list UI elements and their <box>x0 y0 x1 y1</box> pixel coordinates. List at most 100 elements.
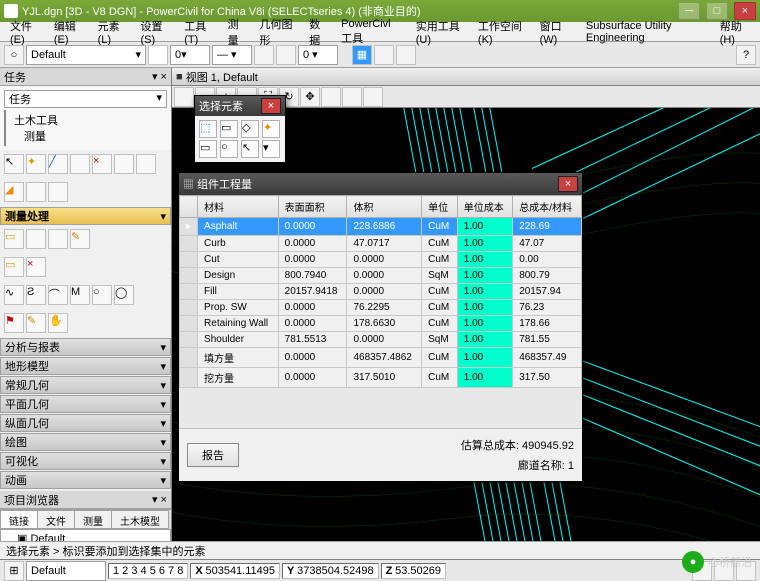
hand-icon[interactable]: ✋ <box>48 313 68 333</box>
table-row[interactable]: Design800.79400.0000SqM1.00800.79 <box>180 268 582 284</box>
tool-j-icon[interactable] <box>48 182 68 202</box>
view-icon[interactable]: ▦ <box>352 45 372 65</box>
section-header[interactable]: 分析与报表▾ <box>0 338 171 356</box>
tool-e-icon[interactable]: × <box>92 154 112 174</box>
menu-item[interactable]: 工作空间(K) <box>472 16 532 48</box>
dialog-titlebar[interactable]: ▦ 组件工程量 × <box>179 173 582 195</box>
selmode-4-icon[interactable]: ✦ <box>262 120 280 138</box>
line-icon[interactable]: ╱ <box>48 154 68 174</box>
grid-icon[interactable] <box>374 45 394 65</box>
menu-item[interactable]: 文件(E) <box>4 16 46 48</box>
menu-item[interactable]: Subsurface Utility Engineering <box>580 18 712 46</box>
tool-i-icon[interactable] <box>26 182 46 202</box>
survey-label[interactable]: 测量 <box>14 128 167 144</box>
quantity-dialog[interactable]: ▦ 组件工程量 × 材料表面面积体积单位单位成本总成本/材料 ▸Asphalt0… <box>178 172 583 482</box>
spline-icon[interactable]: Ƨ <box>26 285 46 305</box>
m-icon[interactable]: M <box>70 285 90 305</box>
section-header[interactable]: 动画▾ <box>0 471 171 489</box>
page-buttons[interactable]: 1 2 3 4 5 6 7 8 <box>108 563 188 579</box>
level-select[interactable]: 0 ▾ <box>298 45 338 65</box>
selmode-6-icon[interactable]: ○ <box>220 140 238 158</box>
project-tab[interactable]: 土木模型 <box>111 510 169 529</box>
tool-f-icon[interactable] <box>114 154 134 174</box>
selmode-7-icon[interactable]: ↖ <box>241 140 259 158</box>
section-header[interactable]: 地形模型▾ <box>0 357 171 375</box>
arc-icon[interactable]: ⌒ <box>48 285 68 305</box>
circle-icon[interactable]: ○ <box>92 285 112 305</box>
edit-icon[interactable]: ✎ <box>70 229 90 249</box>
status-layer-select[interactable]: Default <box>26 561 106 581</box>
tools-civil-label[interactable]: 土木工具 <box>14 112 167 128</box>
table-row[interactable]: Cut0.00000.0000CuM1.000.00 <box>180 252 582 268</box>
selmode-8-icon[interactable]: ▾ <box>262 140 280 158</box>
open-icon[interactable] <box>48 229 68 249</box>
vtool-9-icon[interactable] <box>342 87 362 107</box>
table-row[interactable]: Shoulder781.55130.0000SqM1.00781.55 <box>180 332 582 348</box>
snap-icon[interactable] <box>396 45 416 65</box>
menu-item[interactable]: 设置(S) <box>134 16 176 48</box>
panel-close-icon[interactable]: ▾ × <box>152 70 167 83</box>
tool-b-icon[interactable] <box>276 45 296 65</box>
table-row[interactable]: Fill20157.94180.0000CuM1.0020157.94 <box>180 284 582 300</box>
new-icon[interactable] <box>26 229 46 249</box>
pan-icon[interactable]: ✥ <box>300 87 320 107</box>
point-icon[interactable]: ✦ <box>26 154 46 174</box>
menu-item[interactable]: 元素(L) <box>92 16 133 48</box>
flag-icon[interactable]: ⚑ <box>4 313 24 333</box>
project-tab[interactable]: 文件 <box>37 510 75 529</box>
tool-h-icon[interactable]: ◢ <box>4 182 24 202</box>
section-header[interactable]: 纵面几何▾ <box>0 414 171 432</box>
menu-item[interactable]: 工具(T) <box>178 16 219 48</box>
tool-none-icon[interactable]: ○ <box>4 45 24 65</box>
selmode-2-icon[interactable]: ▭ <box>220 120 238 138</box>
ellipse-icon[interactable]: ◯ <box>114 285 134 305</box>
section-header[interactable]: 平面几何▾ <box>0 395 171 413</box>
doc-icon[interactable]: ▭ <box>4 257 24 277</box>
selmode-3-icon[interactable]: ◇ <box>241 120 259 138</box>
section-header[interactable]: 绘图▾ <box>0 433 171 451</box>
table-cell: 0.0000 <box>278 252 347 268</box>
lineweight-select[interactable]: 0▾ <box>170 45 210 65</box>
report-button[interactable]: 报告 <box>187 443 239 467</box>
menu-item[interactable]: 实用工具(U) <box>410 16 470 48</box>
folder-icon[interactable]: ▭ <box>4 229 24 249</box>
table-row[interactable]: Prop. SW0.000076.2295CuM1.0076.23 <box>180 300 582 316</box>
table-row[interactable]: ▸Asphalt0.0000228.6886CuM1.00228.69 <box>180 218 582 236</box>
help-icon[interactable]: ? <box>736 45 756 65</box>
survey-proc-header[interactable]: 测量处理▾ <box>0 207 171 225</box>
menu-item[interactable]: PowerCivl 工具 <box>335 16 408 48</box>
menu-item[interactable]: 帮助(H) <box>714 16 756 48</box>
menu-item[interactable]: 编辑(E) <box>48 16 90 48</box>
vtool-10-icon[interactable] <box>363 87 383 107</box>
dialog-close-icon[interactable]: × <box>558 176 578 192</box>
snap-mode-icon[interactable]: ⊞ <box>4 561 24 581</box>
tool-a-icon[interactable] <box>254 45 274 65</box>
pencil-icon[interactable]: ✎ <box>26 313 46 333</box>
table-row[interactable]: Curb0.000047.0717CuM1.0047.07 <box>180 236 582 252</box>
project-tab[interactable]: 测量 <box>74 510 112 529</box>
cursor-icon[interactable]: ↖ <box>4 154 24 174</box>
tool-g-icon[interactable] <box>136 154 156 174</box>
color-swatch[interactable] <box>148 45 168 65</box>
selmode-5-icon[interactable]: ▭ <box>199 140 217 158</box>
table-cell: 76.23 <box>513 300 582 316</box>
section-header[interactable]: 常规几何▾ <box>0 376 171 394</box>
linestyle-select[interactable]: — ▾ <box>212 45 252 65</box>
vtool-8-icon[interactable] <box>321 87 341 107</box>
delete-icon[interactable]: × <box>26 257 46 277</box>
layer-select[interactable]: Default▾ <box>26 45 146 65</box>
curve-icon[interactable]: ∿ <box>4 285 24 305</box>
table-row[interactable]: Retaining Wall0.0000178.6630CuM1.00178.6… <box>180 316 582 332</box>
project-tab[interactable]: 链接 <box>0 510 38 529</box>
section-header[interactable]: 可视化▾ <box>0 452 171 470</box>
task-select[interactable]: 任务▾ <box>4 90 167 108</box>
panel-close-icon[interactable]: ▾ × <box>152 493 167 506</box>
tool-d-icon[interactable] <box>70 154 90 174</box>
table-row[interactable]: 填方量0.0000468357.4862CuM1.00468357.49 <box>180 348 582 368</box>
table-row[interactable]: 挖方量0.0000317.5010CuM1.00317.50 <box>180 368 582 388</box>
select-tool-window[interactable]: 选择元素× ⬚ ▭ ◇ ✦ ▭ ○ ↖ ▾ <box>194 95 286 163</box>
menu-item[interactable]: 窗口(W) <box>534 16 578 48</box>
selmode-1-icon[interactable]: ⬚ <box>199 120 217 138</box>
seltool-close-icon[interactable]: × <box>261 98 281 114</box>
vtool-1-icon[interactable] <box>174 87 194 107</box>
